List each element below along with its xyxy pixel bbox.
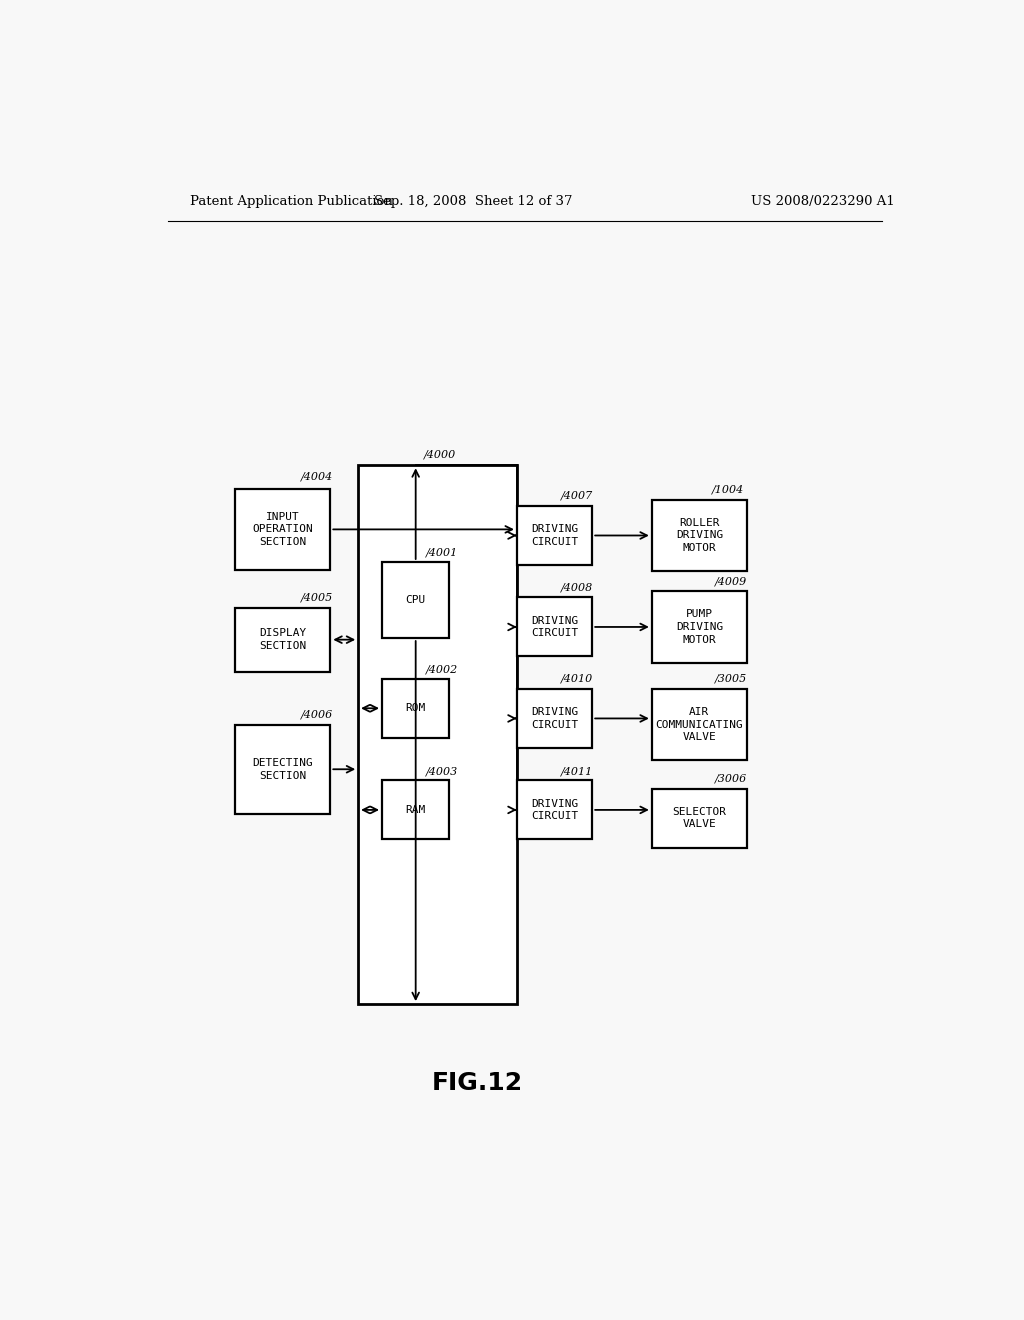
Text: /3006: /3006 [715,774,748,784]
Bar [358,466,517,1005]
Text: /4003: /4003 [426,767,458,776]
Text: /4006: /4006 [301,709,333,719]
Text: Sep. 18, 2008  Sheet 12 of 37: Sep. 18, 2008 Sheet 12 of 37 [374,194,572,207]
Text: /4001: /4001 [426,548,458,558]
Bar [236,488,331,570]
Text: /1004: /1004 [712,484,744,495]
Bar [517,598,592,656]
Bar [382,562,450,638]
Bar [236,725,331,814]
Text: /4008: /4008 [560,582,593,593]
Text: ROM: ROM [406,704,426,713]
Text: Patent Application Publication: Patent Application Publication [189,194,393,207]
Bar [517,689,592,748]
Text: INPUT
OPERATION
SECTION: INPUT OPERATION SECTION [252,512,313,548]
Text: /3005: /3005 [715,675,748,684]
Bar [382,678,450,738]
Text: DRIVING
CIRCUIT: DRIVING CIRCUIT [530,799,579,821]
Bar [652,500,748,572]
Bar [652,689,748,760]
Bar [517,780,592,840]
Text: DRIVING
CIRCUIT: DRIVING CIRCUIT [530,524,579,546]
Text: /4011: /4011 [560,767,593,776]
Bar [652,788,748,847]
Text: RAM: RAM [406,805,426,814]
Text: /4002: /4002 [426,665,458,675]
Text: US 2008/0223290 A1: US 2008/0223290 A1 [751,194,894,207]
Text: /4007: /4007 [560,491,593,500]
Text: DETECTING
SECTION: DETECTING SECTION [252,758,313,780]
Text: DISPLAY
SECTION: DISPLAY SECTION [259,628,306,651]
Bar [517,506,592,565]
Text: /4000: /4000 [424,449,457,459]
Text: SELECTOR
VALVE: SELECTOR VALVE [673,807,726,829]
Bar [652,591,748,663]
Text: /4004: /4004 [301,471,333,482]
Text: /4009: /4009 [715,577,748,586]
Text: FIG.12: FIG.12 [432,1072,522,1096]
Text: /4010: /4010 [560,675,593,684]
Text: DRIVING
CIRCUIT: DRIVING CIRCUIT [530,708,579,730]
Text: ROLLER
DRIVING
MOTOR: ROLLER DRIVING MOTOR [676,517,723,553]
Text: AIR
COMMUNICATING
VALVE: AIR COMMUNICATING VALVE [655,706,743,742]
Text: PUMP
DRIVING
MOTOR: PUMP DRIVING MOTOR [676,609,723,644]
Text: CPU: CPU [406,595,426,605]
Bar [382,780,450,840]
Text: /4005: /4005 [301,593,333,602]
Text: DRIVING
CIRCUIT: DRIVING CIRCUIT [530,615,579,639]
Bar [236,607,331,672]
